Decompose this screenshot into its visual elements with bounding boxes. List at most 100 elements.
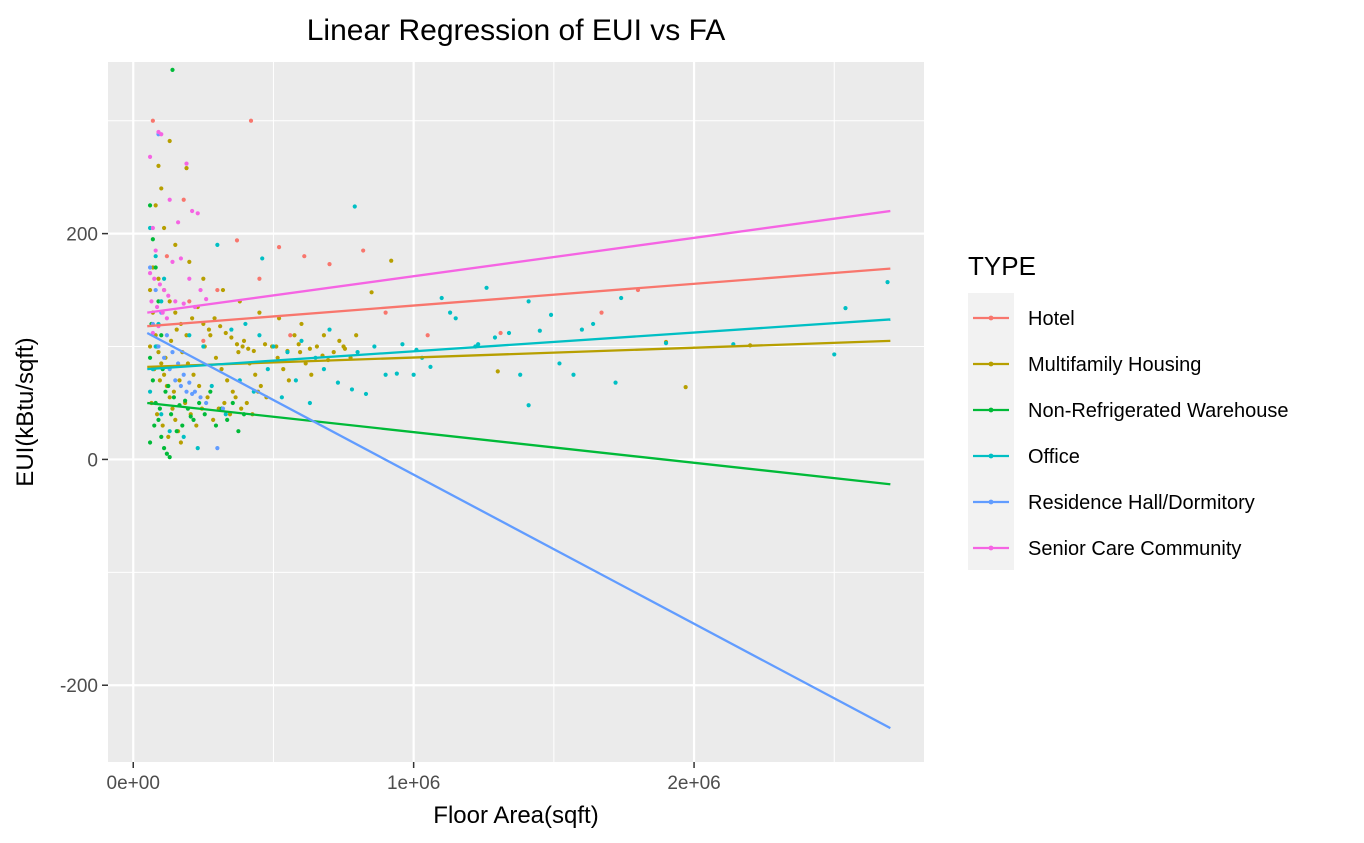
point-hotel xyxy=(215,287,220,293)
point-multifamily-housing xyxy=(159,186,164,191)
point-office xyxy=(526,299,531,304)
point-office xyxy=(159,299,164,304)
point-office xyxy=(843,306,848,311)
legend-key-background xyxy=(968,293,1014,570)
point-office xyxy=(557,361,562,366)
point-multifamily-housing xyxy=(157,378,162,383)
point-multifamily-housing xyxy=(170,406,175,411)
fit-lines-layer xyxy=(146,209,891,730)
point-non-refrigerated-warehouse xyxy=(167,455,172,460)
point-office xyxy=(571,372,576,377)
point-office xyxy=(293,378,298,383)
point-multifamily-housing xyxy=(212,316,217,321)
point-multifamily-housing xyxy=(220,287,226,293)
point-multifamily-housing xyxy=(190,316,195,321)
point-multifamily-housing xyxy=(173,242,178,248)
point-non-refrigerated-warehouse xyxy=(159,333,164,338)
point-multifamily-housing xyxy=(167,138,172,144)
point-multifamily-housing xyxy=(230,389,235,394)
legend-label-office: Office xyxy=(1028,446,1080,468)
point-office xyxy=(187,333,192,338)
point-residence-hall-dormitory xyxy=(198,395,203,400)
point-office xyxy=(492,335,498,340)
point-hotel xyxy=(257,276,262,281)
point-office xyxy=(363,391,369,397)
point-office xyxy=(448,310,453,315)
point-non-refrigerated-warehouse xyxy=(188,414,193,419)
point-multifamily-housing xyxy=(177,378,182,383)
point-multifamily-housing xyxy=(309,372,314,377)
point-non-refrigerated-warehouse xyxy=(156,417,161,423)
point-non-refrigerated-warehouse xyxy=(191,417,196,423)
point-non-refrigerated-warehouse xyxy=(150,237,155,242)
point-multifamily-housing xyxy=(354,333,359,338)
point-office xyxy=(279,395,284,400)
y-tick-label: -200 xyxy=(60,676,98,697)
point-office xyxy=(195,446,200,451)
legend-label-hotel: Hotel xyxy=(1028,308,1075,330)
point-office xyxy=(548,312,554,318)
point-office xyxy=(223,412,228,417)
x-axis-title: Floor Area(sqft) xyxy=(433,802,598,829)
y-axis-title: EUI(kBtu/sqft) xyxy=(12,337,39,486)
point-non-refrigerated-warehouse xyxy=(164,451,169,456)
point-residence-hall-dormitory xyxy=(170,350,175,355)
point-multifamily-housing xyxy=(281,366,286,372)
point-non-refrigerated-warehouse xyxy=(171,395,176,400)
point-senior-care-community xyxy=(170,259,175,264)
fit-line-hotel xyxy=(147,267,891,328)
point-residence-hall-dormitory xyxy=(153,287,158,293)
point-non-refrigerated-warehouse xyxy=(230,400,235,406)
point-non-refrigerated-warehouse xyxy=(150,378,155,383)
point-office xyxy=(355,350,360,355)
point-residence-hall-dormitory xyxy=(184,389,189,394)
point-multifamily-housing xyxy=(276,316,282,321)
point-hotel xyxy=(498,330,503,336)
point-multifamily-housing xyxy=(173,310,178,315)
point-multifamily-housing xyxy=(197,383,202,389)
point-multifamily-housing xyxy=(225,378,230,383)
point-non-refrigerated-warehouse xyxy=(170,67,175,73)
point-office xyxy=(613,380,618,385)
point-multifamily-housing xyxy=(156,350,161,355)
point-multifamily-housing xyxy=(246,346,251,351)
point-non-refrigerated-warehouse xyxy=(236,429,241,434)
point-office xyxy=(411,372,416,377)
point-residence-hall-dormitory xyxy=(220,406,226,411)
point-hotel xyxy=(327,261,332,267)
point-multifamily-housing xyxy=(262,342,268,347)
point-residence-hall-dormitory xyxy=(215,446,220,451)
point-non-refrigerated-warehouse xyxy=(161,446,167,451)
point-non-refrigerated-warehouse xyxy=(147,355,153,360)
legend-title: TYPE xyxy=(968,251,1036,281)
point-multifamily-housing xyxy=(154,412,160,417)
point-multifamily-housing xyxy=(258,383,263,389)
point-senior-care-community xyxy=(161,287,167,293)
point-office xyxy=(352,204,357,209)
point-multifamily-housing xyxy=(211,417,216,423)
point-non-refrigerated-warehouse xyxy=(197,400,202,406)
point-non-refrigerated-warehouse xyxy=(159,434,164,439)
point-office xyxy=(285,350,290,355)
point-senior-care-community xyxy=(150,330,155,336)
point-multifamily-housing xyxy=(167,299,172,304)
point-non-refrigerated-warehouse xyxy=(183,398,188,403)
point-office xyxy=(147,389,153,394)
point-office xyxy=(307,400,312,406)
point-multifamily-housing xyxy=(286,378,291,383)
legend-key-point-non-refrigerated-warehouse xyxy=(988,407,994,413)
point-multifamily-housing xyxy=(337,338,342,343)
point-multifamily-housing xyxy=(218,324,223,329)
point-multifamily-housing xyxy=(205,395,210,400)
point-multifamily-housing xyxy=(178,440,184,445)
point-multifamily-housing xyxy=(173,417,178,423)
point-senior-care-community xyxy=(204,296,209,302)
point-multifamily-housing xyxy=(369,290,374,295)
point-senior-care-community xyxy=(149,299,154,304)
point-multifamily-housing xyxy=(683,385,688,390)
point-non-refrigerated-warehouse xyxy=(147,203,153,208)
point-senior-care-community xyxy=(152,276,157,281)
point-office xyxy=(506,330,512,336)
point-office xyxy=(476,342,481,347)
